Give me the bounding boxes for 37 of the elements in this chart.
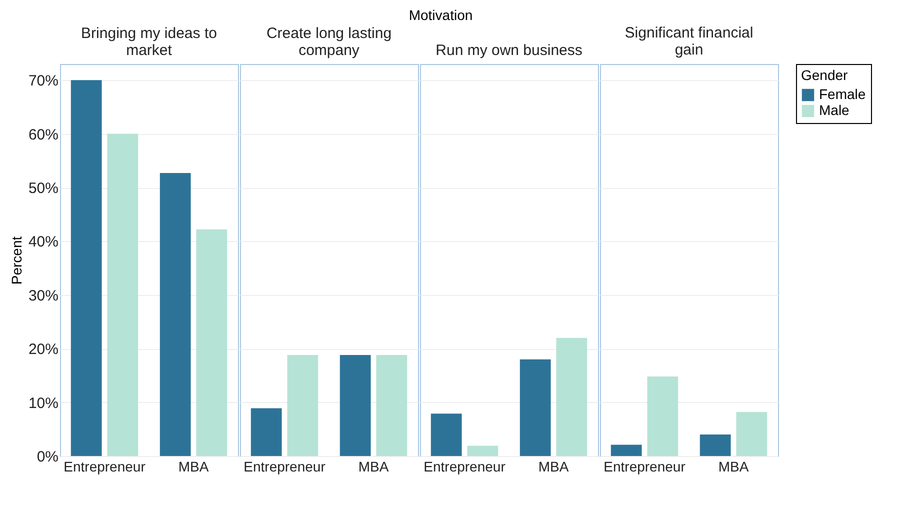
bar (610, 444, 642, 456)
x-tick-label: MBA (718, 458, 750, 474)
x-tick-label: MBA (178, 458, 210, 474)
bar (520, 359, 551, 456)
chart-title: Significant financial gain (624, 24, 754, 58)
text: Motivation (408, 7, 473, 23)
bar (647, 376, 678, 456)
bar (430, 414, 462, 456)
legend-title: Gender (801, 67, 848, 83)
legend-label: Male (819, 102, 850, 118)
x-tick-label: MBA (358, 458, 390, 474)
bar (556, 338, 588, 456)
bar (160, 173, 191, 456)
bar (196, 229, 228, 456)
chart-title: Run my own business (436, 42, 582, 59)
chart-title: Bringing my ideas to market (81, 25, 217, 59)
y-tick-label: 40% (28, 234, 58, 251)
x-tick-label: Entrepreneur (64, 458, 146, 474)
bar (736, 412, 768, 456)
y-tick-label: 20% (28, 341, 58, 358)
y-tick-label: 70% (28, 72, 58, 90)
legend-label: Female (819, 86, 866, 102)
x-tick-label: Entrepreneur (424, 458, 506, 474)
x-tick-label: MBA (538, 458, 570, 474)
bar (70, 80, 102, 456)
bar (700, 434, 731, 456)
bar (467, 446, 498, 456)
y-tick-label: 10% (28, 394, 58, 412)
y-tick-label: 50% (28, 180, 58, 198)
chart-title: Create long lasting company (266, 25, 392, 59)
bar (107, 134, 138, 456)
y-tick-label: 30% (28, 287, 58, 304)
y-axis-title: Percent (8, 236, 24, 285)
x-tick-label: Entrepreneur (604, 458, 686, 474)
y-tick-label: 60% (28, 126, 58, 144)
x-tick-label: Entrepreneur (244, 458, 326, 474)
y-tick-label: 0% (36, 448, 58, 466)
